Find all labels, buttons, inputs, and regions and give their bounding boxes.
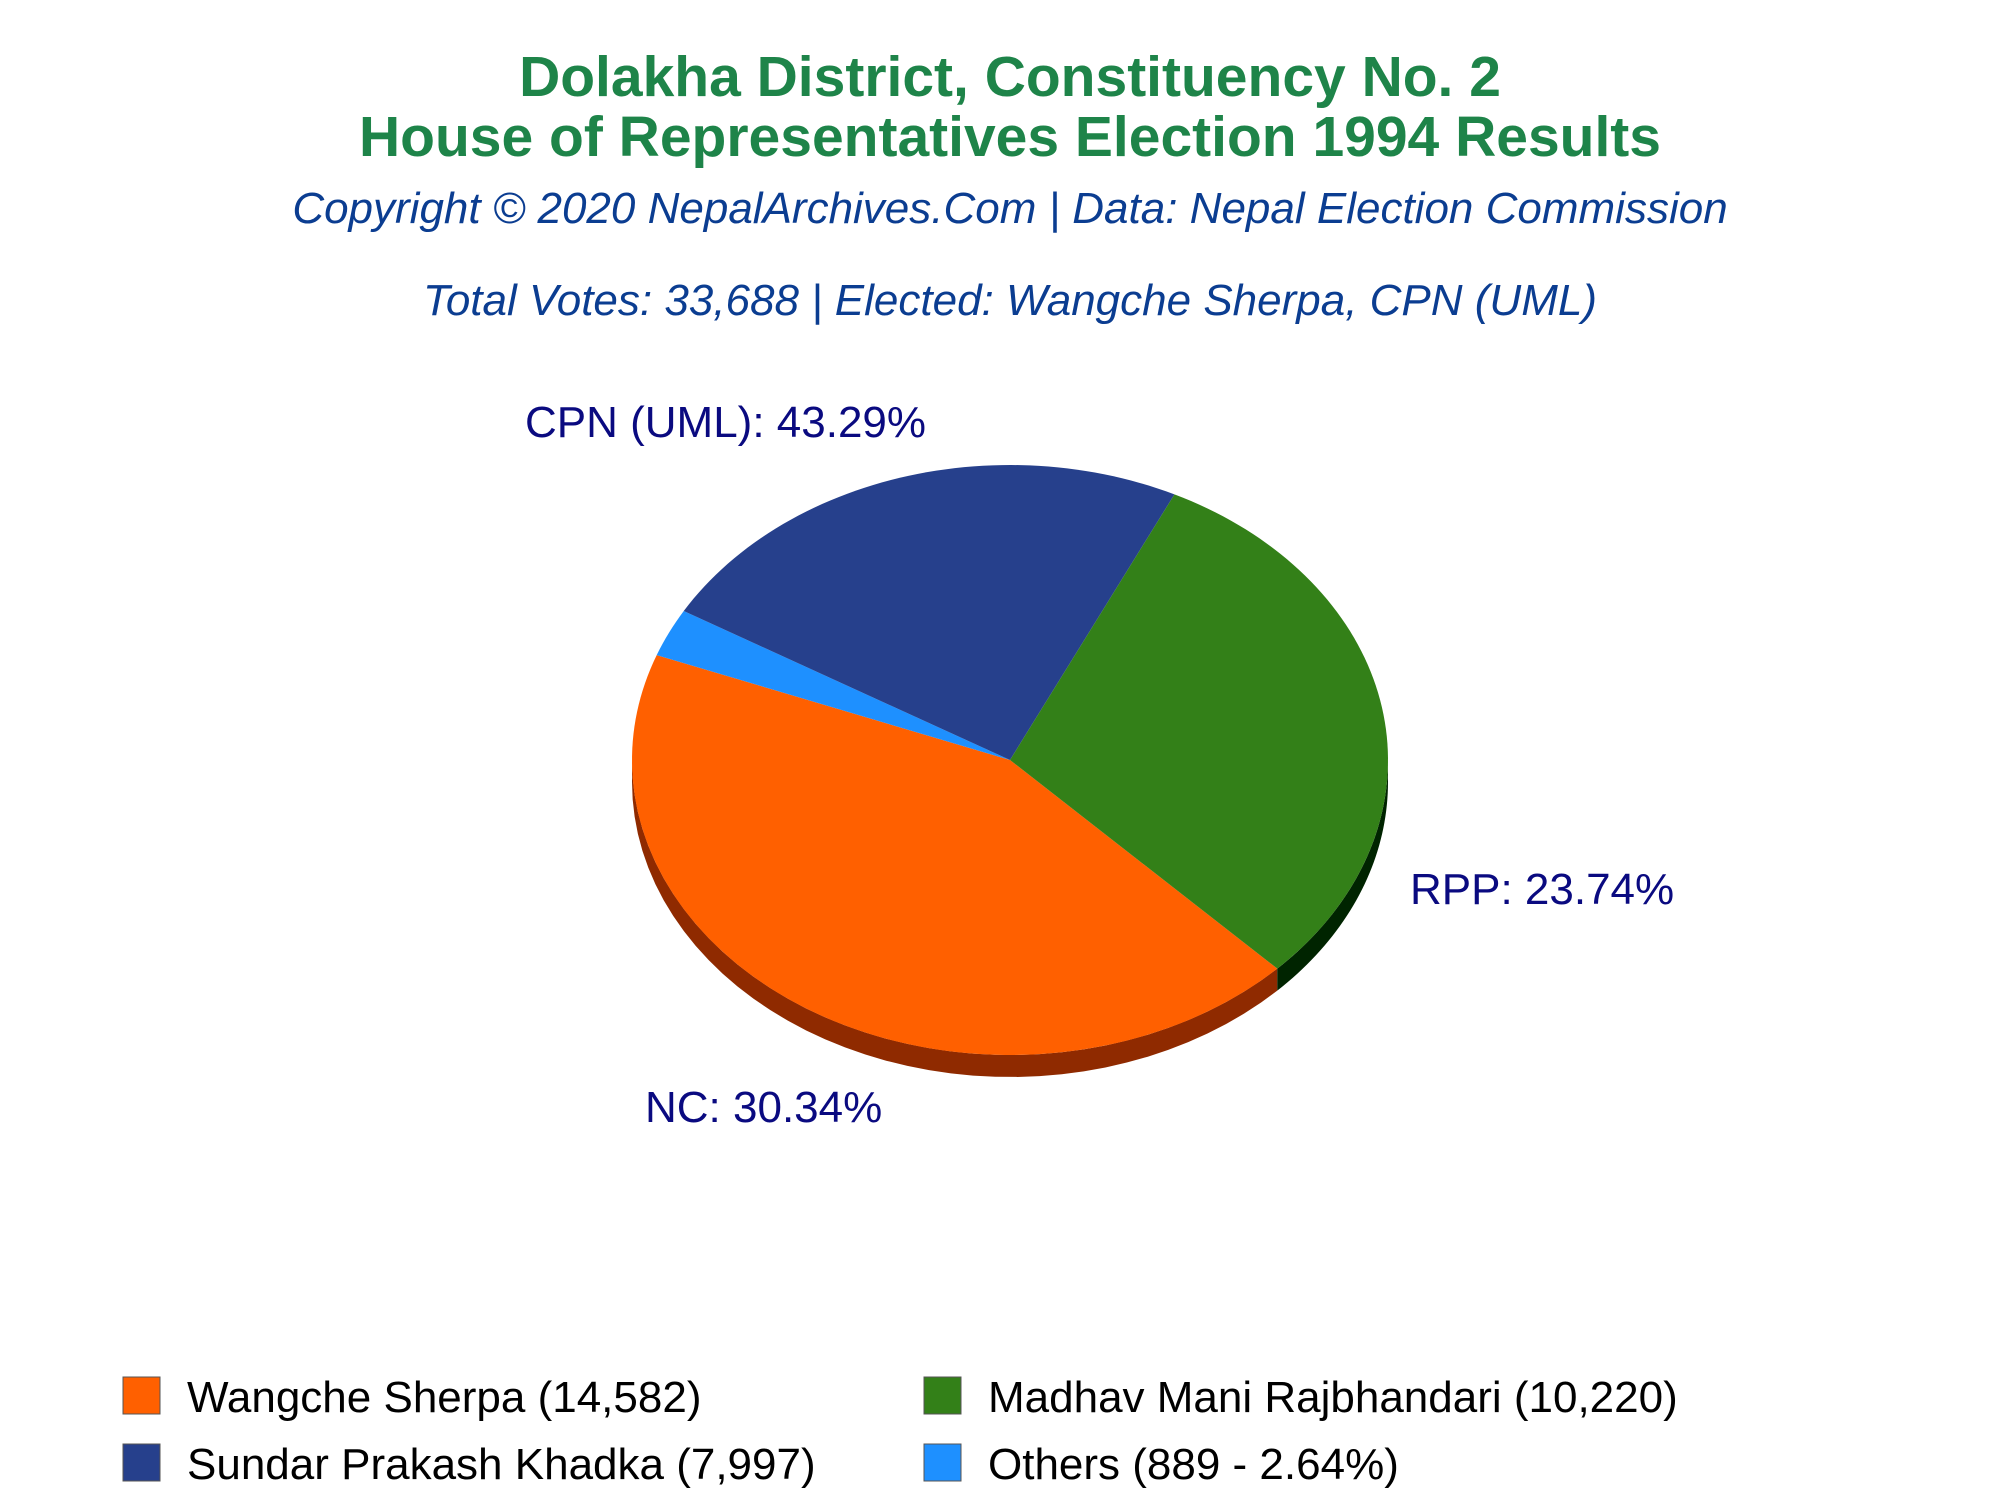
slice-label-rpp: RPP: 23.74% (1410, 865, 1674, 914)
pie-slice-rpp (683, 465, 1175, 760)
legend-swatch-madhav-mani-rajbhandari (923, 1376, 962, 1415)
legend-swatch-wangche-sherpa (122, 1376, 161, 1415)
legend-swatch-sundar-prakash-khadka (122, 1443, 161, 1482)
pie-slice-others (656, 611, 1010, 760)
chart-copyright: Copyright © 2020 NepalArchives.Com | Dat… (292, 184, 1727, 233)
slice-label-nc: NC: 30.34% (645, 1083, 882, 1132)
pie-slices-group (632, 465, 1388, 1055)
legend-label-sundar-prakash-khadka: Sundar Prakash Khadka (7,997) (187, 1440, 816, 1489)
legend-label-wangche-sherpa: Wangche Sherpa (14,582) (187, 1373, 701, 1422)
chart-summary: Total Votes: 33,688 | Elected: Wangche S… (423, 276, 1597, 325)
slice-label-cpn-uml: CPN (UML): 43.29% (525, 398, 926, 447)
pie-slice-cpn-uml (632, 655, 1278, 1055)
legend-label-others: Others (889 - 2.64%) (988, 1440, 1399, 1489)
chart-title-line2: House of Representatives Election 1994 R… (359, 105, 1661, 169)
legend-label-madhav-mani-rajbhandari: Madhav Mani Rajbhandari (10,220) (988, 1373, 1678, 1422)
pie-slice-nc (1010, 494, 1388, 969)
chart-title-line1: Dolakha District, Constituency No. 2 (519, 45, 1501, 109)
legend-swatch-others (923, 1443, 962, 1482)
pie-depth-group (632, 760, 1388, 1077)
legend: Wangche Sherpa (14,582) Madhav Mani Rajb… (122, 1373, 1678, 1489)
pie-side-nc (1277, 760, 1388, 991)
